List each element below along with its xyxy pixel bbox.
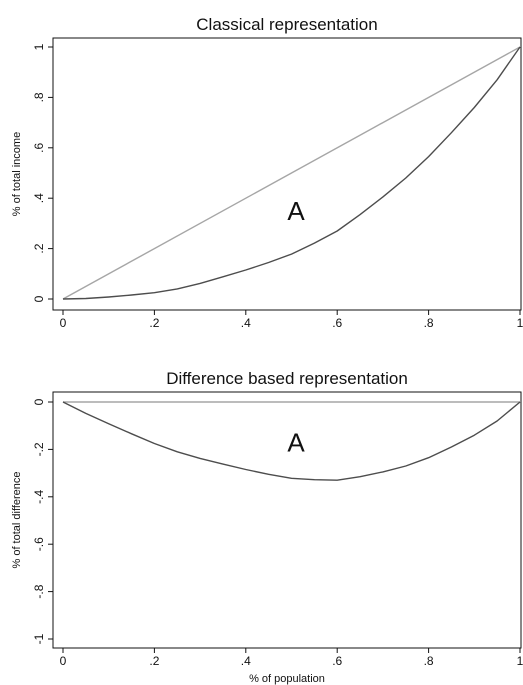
- classical-y-axis-label: % of total income: [11, 132, 23, 216]
- classical-lorenz-curve: [62, 46, 521, 300]
- difference-y-tick-label: -.2: [32, 442, 46, 456]
- classical-chart-title: Classical representation: [196, 15, 377, 34]
- classical-equality-line: [62, 46, 521, 300]
- difference-area-label-a: A: [287, 427, 305, 457]
- difference-x-tick-label: 0: [60, 654, 67, 668]
- difference-lorenz-curve: [62, 401, 521, 481]
- classical-x-tick-label: .4: [241, 316, 251, 330]
- classical-x-tick-label: .2: [149, 316, 159, 330]
- classical-y-tick-label: .4: [32, 193, 46, 203]
- difference-x-tick-label: .6: [332, 654, 342, 668]
- difference-x-tick-label: .4: [241, 654, 251, 668]
- classical-y-tick-label: .6: [32, 142, 46, 152]
- difference-y-tick-label: -.8: [32, 584, 46, 598]
- difference-x-axis-label: % of population: [249, 673, 325, 685]
- difference-x-tick-label: .8: [424, 654, 434, 668]
- difference-plot-frame: [52, 391, 522, 649]
- classical-x-tick-label: 0: [60, 316, 67, 330]
- classical-y-tick-label: .2: [32, 243, 46, 253]
- classical-plot-frame: [52, 37, 522, 311]
- difference-chart-title: Difference based representation: [166, 369, 408, 388]
- classical-x-tick-label: 1: [517, 316, 523, 330]
- difference-x-tick-label: 1: [517, 654, 523, 668]
- difference-y-tick-label: -.4: [32, 489, 46, 503]
- difference-y-tick-label: -.6: [32, 537, 46, 551]
- difference-y-axis-label: % of total difference: [11, 471, 23, 568]
- classical-y-tick-label: 0: [32, 295, 46, 302]
- difference-y-tick-label: 0: [32, 398, 46, 405]
- classical-x-tick-label: .6: [332, 316, 342, 330]
- difference-y-tick-label: -1: [32, 633, 46, 644]
- classical-y-tick-label: .8: [32, 92, 46, 102]
- difference-x-tick-label: .2: [149, 654, 159, 668]
- classical-x-tick-label: .8: [424, 316, 434, 330]
- classical-area-label-a: A: [287, 196, 305, 226]
- classical-y-tick-label: 1: [32, 43, 46, 50]
